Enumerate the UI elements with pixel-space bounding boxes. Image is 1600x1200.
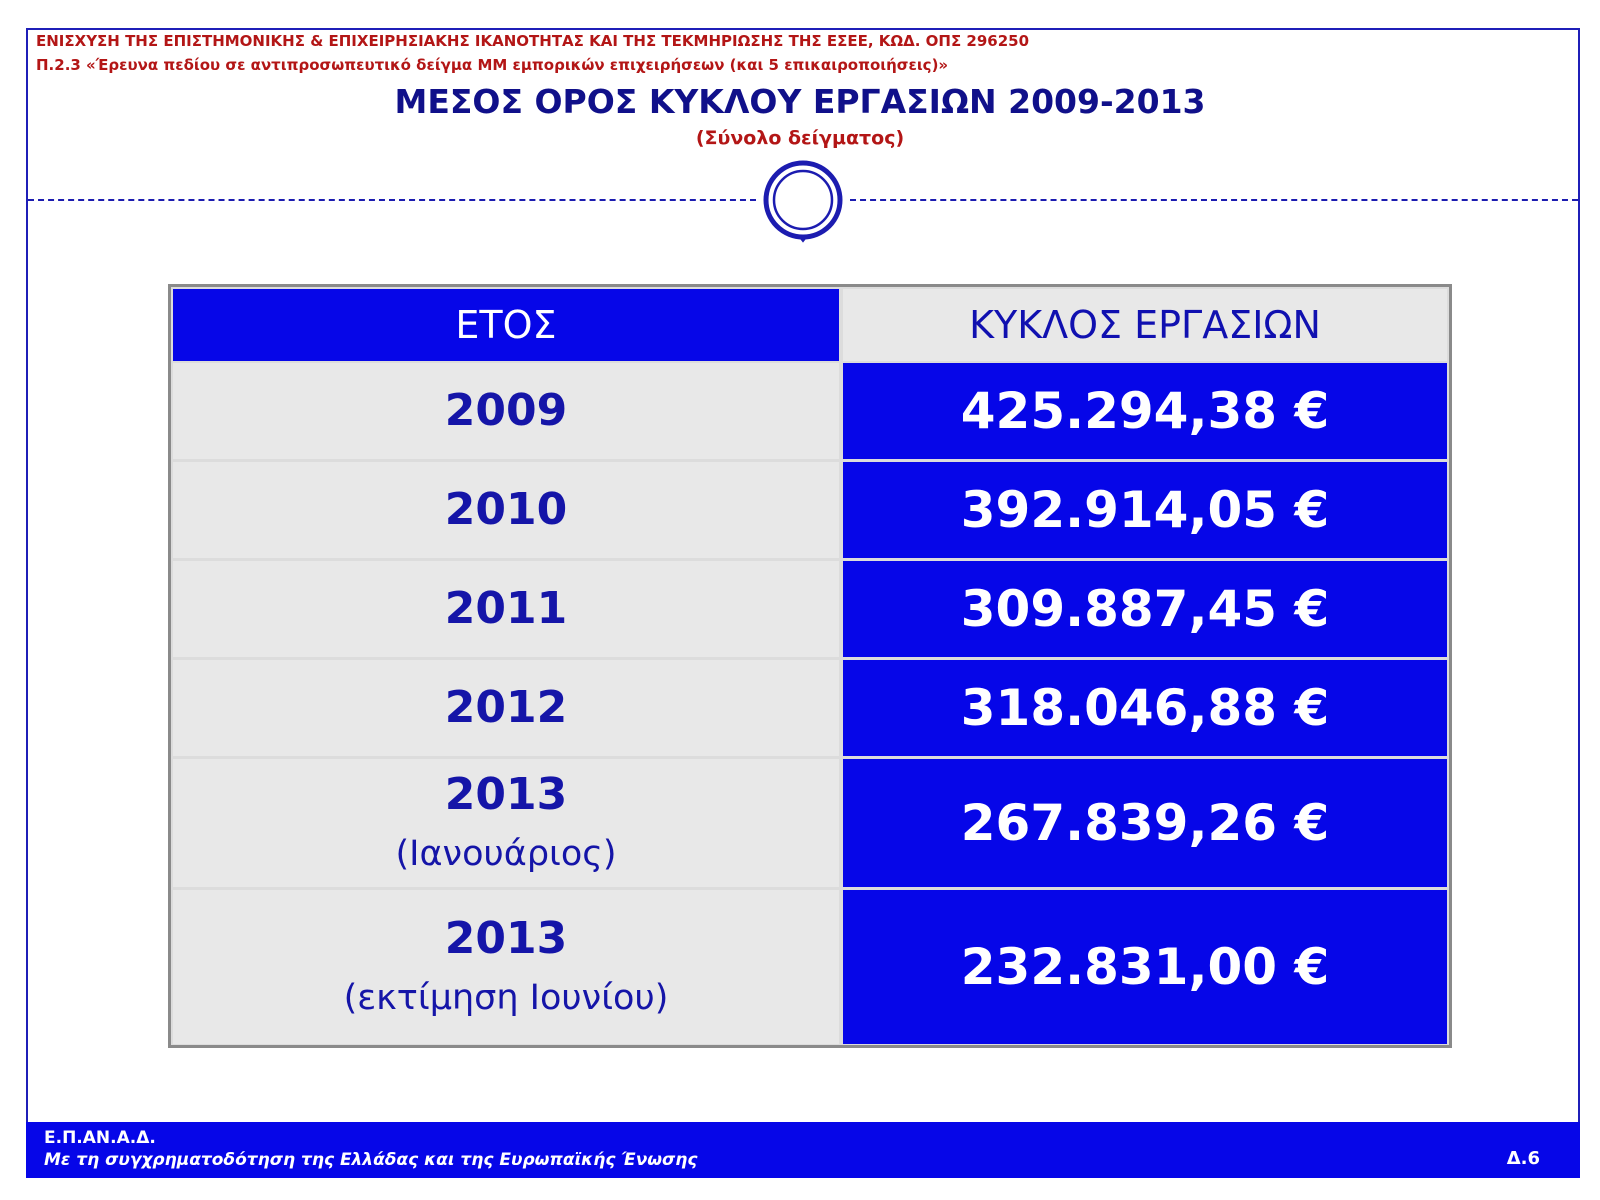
revenue-cell: 392.914,05 € [843,462,1447,558]
revenue-cell: 232.831,00 € [843,890,1447,1044]
revenue-table: ΕΤΟΣ ΚΥΚΛΟΣ ΕΡΓΑΣΙΩΝ 2009 425.294,38 € 2… [168,284,1452,1048]
year-value: 2010 [444,484,568,535]
year-value: 2011 [444,583,568,634]
year-cell: 2011 [173,561,839,657]
table-row: 2012 318.046,88 € [173,660,1447,756]
year-cell: 2009 [173,363,839,459]
footer-funding: Με τη συγχρηματοδότηση της Ελλάδας και τ… [44,1150,698,1170]
year-note: (εκτίμηση Ιουνίου) [343,978,669,1018]
page-subtitle: (Σύνολο δείγματος) [695,127,905,149]
divider-right [850,199,1578,201]
header-line-1: ΕΝΙΣΧΥΣΗ ΤΗΣ ΕΠΙΣΤΗΜΟΝΙΚΗΣ & ΕΠΙΧΕΙΡΗΣΙΑ… [36,32,1030,50]
year-cell: 2013 (εκτίμηση Ιουνίου) [173,890,839,1044]
revenue-cell: 425.294,38 € [843,363,1447,459]
footer-bar: Ε.Π.ΑΝ.Α.Δ. Με τη συγχρηματοδότηση της Ε… [26,1122,1580,1178]
year-cell: 2010 [173,462,839,558]
revenue-cell: 309.887,45 € [843,561,1447,657]
year-value: 2012 [444,682,568,733]
year-value: 2013 [444,769,568,820]
page-number: Δ.6 [1506,1148,1540,1169]
header-line-2: Π.2.3 «Έρευνα πεδίου σε αντιπροσωπευτικό… [36,56,949,74]
year-value: 2013 [444,913,568,964]
year-value: 2009 [444,385,568,436]
footer-program: Ε.Π.ΑΝ.Α.Δ. [44,1128,156,1148]
divider-left [28,199,756,201]
table-row: 2011 309.887,45 € [173,561,1447,657]
revenue-cell: 267.839,26 € [843,759,1447,887]
ring-emblem-icon [763,160,843,243]
year-note: (Ιανουάριος) [395,834,617,874]
table-row: 2013 (εκτίμηση Ιουνίου) 232.831,00 € [173,890,1447,1044]
revenue-cell: 318.046,88 € [843,660,1447,756]
column-header-year: ΕΤΟΣ [173,289,839,361]
year-cell: 2013 (Ιανουάριος) [173,759,839,887]
page-title: ΜΕΣΟΣ ΟΡΟΣ ΚΥΚΛΟΥ ΕΡΓΑΣΙΩΝ 2009-2013 [394,82,1206,121]
table-row: 2013 (Ιανουάριος) 267.839,26 € [173,759,1447,887]
table-row: 2009 425.294,38 € [173,363,1447,459]
column-header-revenue: ΚΥΚΛΟΣ ΕΡΓΑΣΙΩΝ [843,289,1447,361]
table-row: 2010 392.914,05 € [173,462,1447,558]
year-cell: 2012 [173,660,839,756]
